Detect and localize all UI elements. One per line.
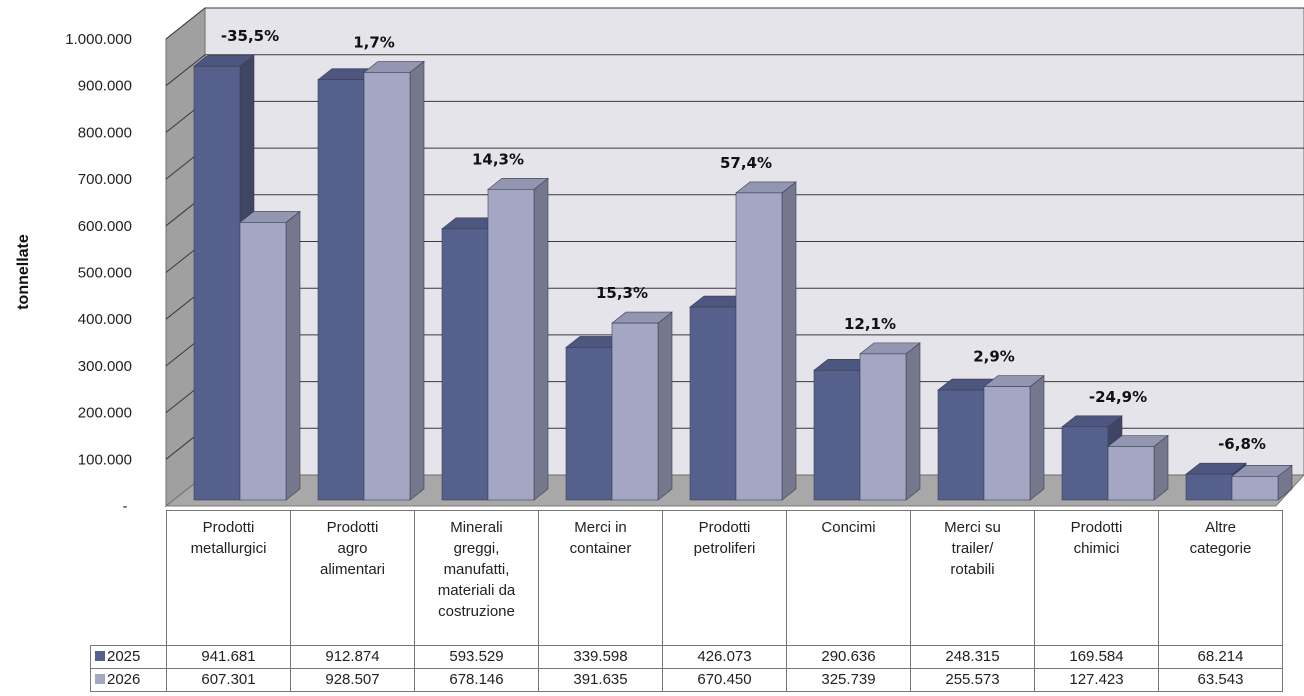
bar-2025 bbox=[193, 65, 241, 501]
data-cell: 325.739 bbox=[786, 668, 911, 692]
data-cell: 593.529 bbox=[414, 645, 539, 669]
data-cell: 169.584 bbox=[1034, 645, 1159, 669]
y-axis-title: tonnellate bbox=[15, 234, 32, 310]
data-cell: 607.301 bbox=[166, 668, 291, 692]
change-label: -35,5% bbox=[221, 27, 279, 45]
bar-2025 bbox=[1061, 426, 1109, 501]
data-cell: 255.573 bbox=[910, 668, 1035, 692]
y-tick-label: 400.000 bbox=[78, 311, 132, 328]
bar-2026-side bbox=[533, 177, 549, 501]
category-label: Merci in container bbox=[538, 510, 663, 646]
table-corner bbox=[91, 511, 167, 646]
category-label: Prodotti metallurgici bbox=[166, 510, 291, 646]
bar-2026-side bbox=[781, 181, 797, 501]
bar-2025 bbox=[441, 228, 489, 501]
bar-2026 bbox=[239, 222, 287, 501]
category-row: Prodotti metallurgici Prodotti agro alimenta… bbox=[91, 510, 1283, 646]
y-tick-label: 700.000 bbox=[78, 171, 132, 188]
data-cell: 127.423 bbox=[1034, 668, 1159, 692]
change-label: 1,7% bbox=[353, 33, 395, 51]
bar-2026 bbox=[363, 72, 411, 501]
bar-2025 bbox=[937, 389, 985, 501]
y-tick-label: 200.000 bbox=[78, 405, 132, 422]
change-label: 12,1% bbox=[844, 315, 896, 333]
y-tick-label: 500.000 bbox=[78, 265, 132, 282]
change-label: -6,8% bbox=[1218, 435, 1266, 453]
category-label: Altre categorie bbox=[1158, 510, 1283, 646]
bar-2025 bbox=[565, 347, 613, 501]
bar-2026 bbox=[1107, 446, 1155, 501]
bar-chart: - 100.000 200.000 300.000 400.000 500.000 600.… bbox=[15, 6, 1304, 510]
bar-2025 bbox=[689, 306, 737, 501]
bar-2026-side bbox=[409, 60, 425, 501]
data-table: Prodotti metallurgici Prodotti agro alimenta… bbox=[90, 510, 1283, 692]
change-label: -24,9% bbox=[1089, 388, 1147, 406]
y-tick-label: 100.000 bbox=[78, 451, 132, 468]
bar-2026-side bbox=[1029, 375, 1045, 501]
data-cell: 912.874 bbox=[290, 645, 415, 669]
bar-2026-side bbox=[905, 342, 921, 501]
y-tick-label: - bbox=[123, 498, 128, 510]
y-tick-label: 900.000 bbox=[78, 78, 132, 95]
legend-swatch bbox=[95, 674, 105, 685]
data-cell: 339.598 bbox=[538, 645, 663, 669]
series-row: 2025 941.681 912.874 593.529 339.598 426.073 2… bbox=[90, 645, 1283, 669]
data-cell: 678.146 bbox=[414, 668, 539, 692]
y-tick-label: 800.000 bbox=[78, 124, 132, 141]
legend-key: 2025 bbox=[90, 645, 167, 669]
bar-2026-side bbox=[657, 311, 673, 501]
y-tick-label: 300.000 bbox=[78, 358, 132, 375]
bar-2026 bbox=[611, 322, 659, 501]
data-cell: 426.073 bbox=[662, 645, 787, 669]
gridline bbox=[165, 54, 1304, 87]
bar-2026 bbox=[983, 386, 1031, 501]
data-cell: 928.507 bbox=[290, 668, 415, 692]
category-label: Merci su trailer/rotabili bbox=[910, 510, 1035, 646]
data-cell: 941.681 bbox=[166, 645, 291, 669]
bar-2026 bbox=[1231, 476, 1279, 501]
bar-2025 bbox=[1185, 473, 1233, 501]
data-cell: 248.315 bbox=[910, 645, 1035, 669]
change-label: 57,4% bbox=[720, 154, 772, 172]
series-row: 2026 607.301 928.507 678.146 391.635 670.450 3… bbox=[90, 668, 1283, 692]
category-label: Prodotti agro alimentari bbox=[290, 510, 415, 646]
legend-swatch bbox=[95, 651, 105, 662]
y-tick-label: 1.000.000 bbox=[65, 31, 132, 48]
legend-key: 2026 bbox=[90, 668, 167, 692]
category-label: Prodotti petroliferi bbox=[662, 510, 787, 646]
bar-2025 bbox=[317, 79, 365, 501]
bar-2026 bbox=[487, 189, 535, 501]
change-label: 15,3% bbox=[596, 284, 648, 302]
bar-2026-side bbox=[285, 210, 301, 501]
category-label: Prodotti chimici bbox=[1034, 510, 1159, 646]
y-tick-label: 600.000 bbox=[78, 218, 132, 235]
bar-2026 bbox=[859, 353, 907, 501]
data-cell: 68.214 bbox=[1158, 645, 1283, 669]
gridline bbox=[165, 7, 1304, 40]
category-label: Concimi bbox=[786, 510, 911, 646]
change-label: 14,3% bbox=[472, 150, 524, 168]
data-cell: 63.543 bbox=[1158, 668, 1283, 692]
data-cell: 290.636 bbox=[786, 645, 911, 669]
bar-2025 bbox=[813, 369, 861, 501]
change-label: 2,9% bbox=[973, 348, 1015, 366]
category-label: Minerali greggi, manufatti, materiali da cos… bbox=[414, 510, 539, 646]
data-cell: 670.450 bbox=[662, 668, 787, 692]
bar-2026 bbox=[735, 192, 783, 501]
data-cell: 391.635 bbox=[538, 668, 663, 692]
